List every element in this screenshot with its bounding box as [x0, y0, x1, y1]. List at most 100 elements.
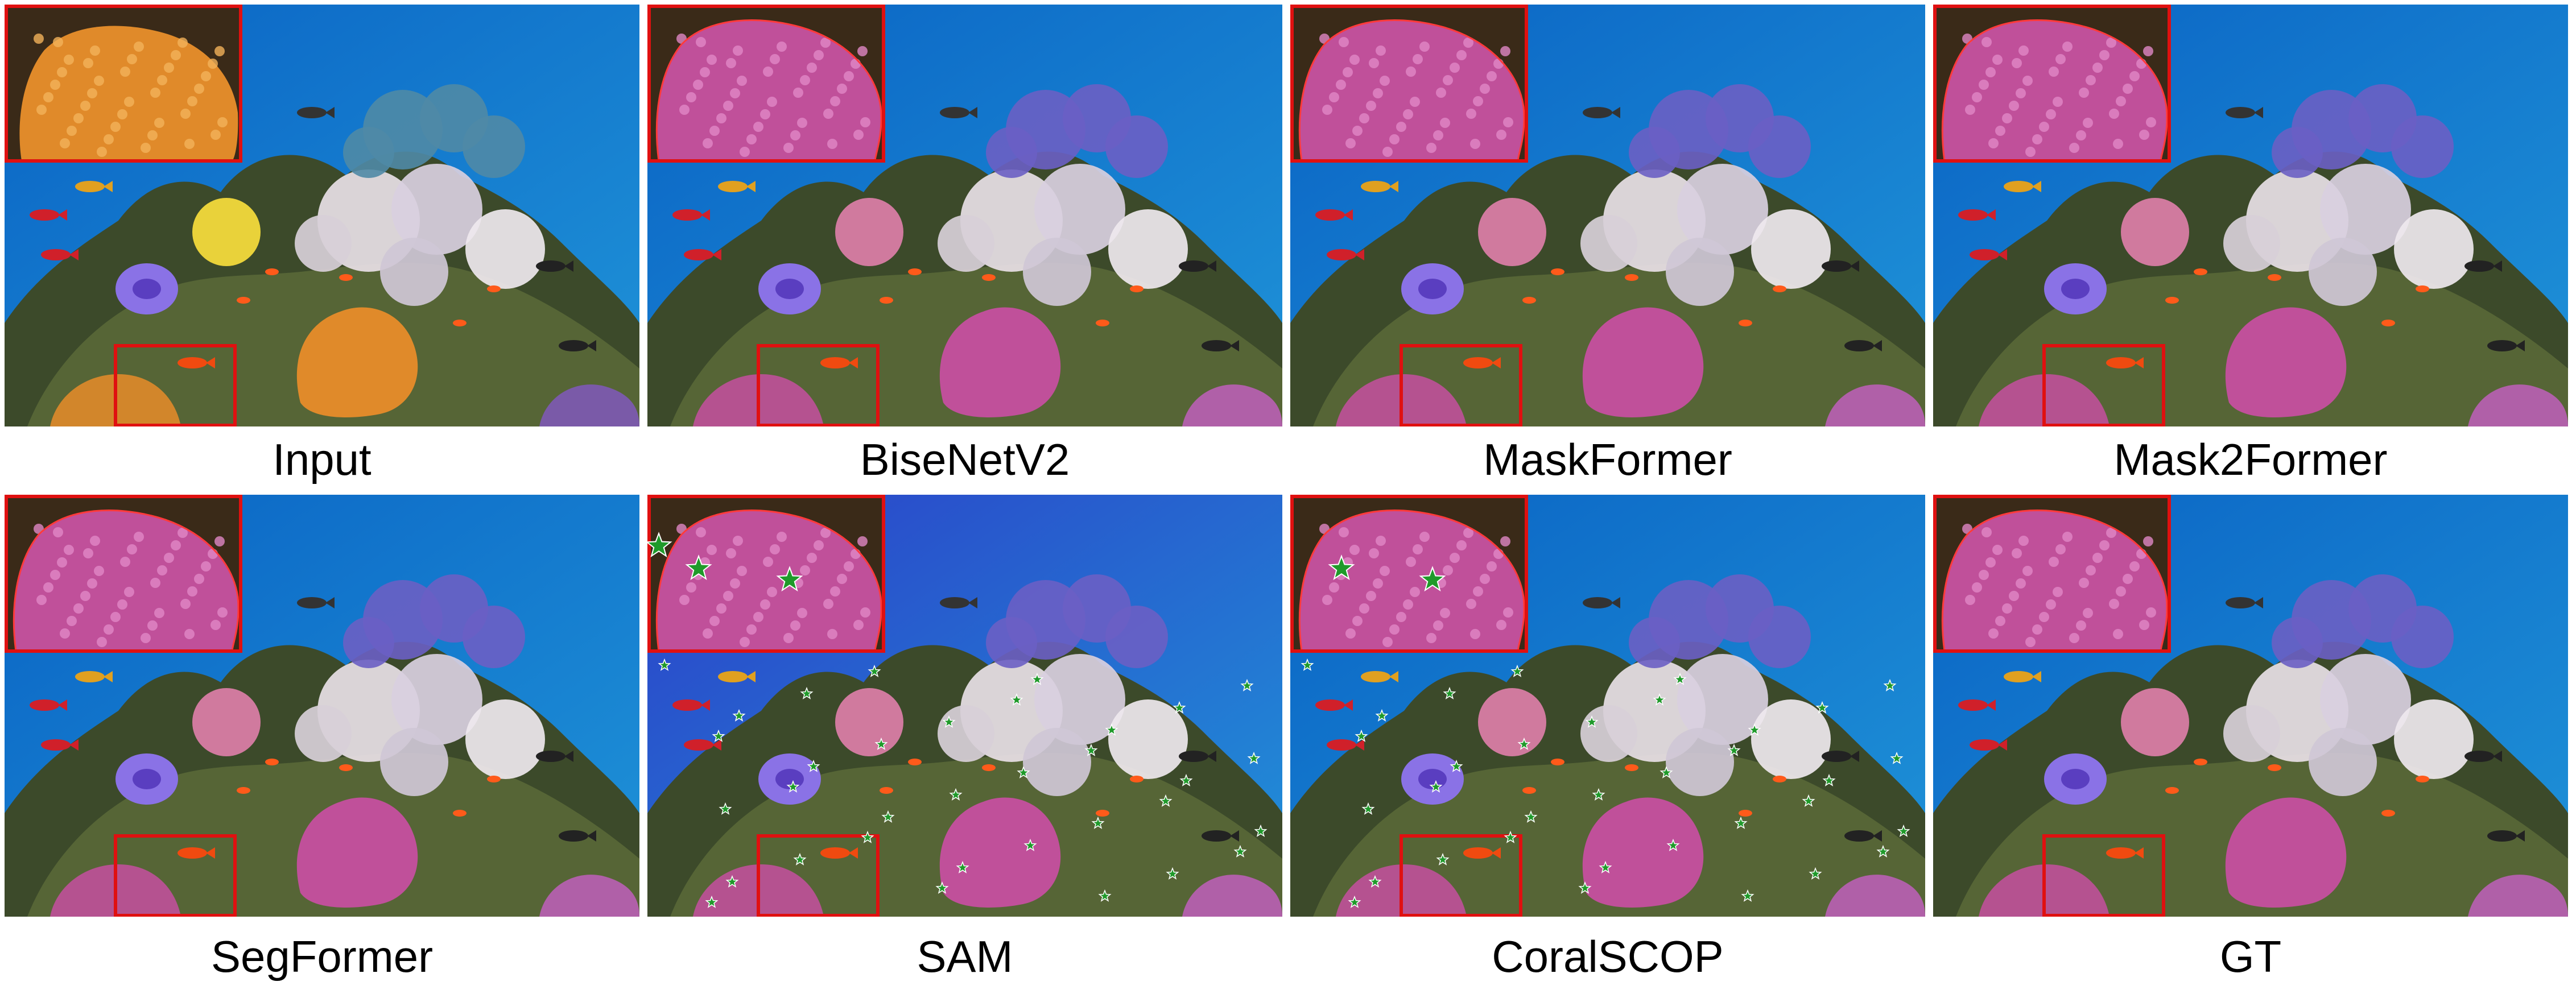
maskformer-image	[1290, 5, 1925, 426]
prompt-point-star	[861, 830, 874, 843]
zoom-inset	[647, 495, 885, 653]
prompt-point-star	[1240, 678, 1254, 691]
prompt-point-star	[1504, 830, 1517, 843]
prompt-point-star	[1659, 765, 1673, 778]
zoom-inset	[1933, 495, 2171, 653]
segformer-image	[5, 495, 639, 917]
prompt-point-star	[1897, 824, 1910, 837]
prompt-point-star	[705, 895, 719, 908]
caption-mask2former: Mask2Former	[2113, 434, 2388, 484]
prompt-point-star	[1419, 566, 1446, 592]
panel-segformer	[5, 495, 639, 917]
prompt-point-star	[1328, 554, 1355, 581]
panel-bisenetv2	[647, 5, 1282, 426]
bisenetv2-image	[647, 5, 1282, 426]
prompt-point-star	[868, 664, 881, 677]
prompt-point-star	[949, 788, 963, 801]
zoom-region-box	[1400, 834, 1522, 917]
prompt-point-star	[1727, 743, 1741, 756]
prompt-point-star	[712, 729, 725, 742]
prompt-point-star	[1822, 773, 1836, 786]
prompt-point-star	[1375, 709, 1389, 722]
prompt-point-star	[874, 737, 888, 750]
caption-maskformer: MaskFormer	[1483, 434, 1732, 484]
prompt-point-star	[1748, 723, 1761, 736]
prompt-point-star	[1017, 765, 1030, 778]
prompt-point-star	[1361, 802, 1375, 815]
prompt-point-star	[1592, 788, 1605, 801]
prompt-point-star	[1741, 889, 1755, 902]
zoom-region-box	[2042, 344, 2165, 426]
panel-coralscop	[1290, 495, 1925, 917]
prompt-point-star	[1436, 852, 1450, 865]
prompt-point-star	[1030, 672, 1044, 685]
prompt-point-star	[1883, 678, 1897, 691]
panel-mask2former	[1933, 5, 2568, 426]
zoom-inset	[1933, 5, 2171, 163]
zoom-region-box	[1400, 344, 1522, 426]
prompt-point-star	[1890, 751, 1904, 764]
prompt-point-star	[793, 852, 807, 865]
prompt-point-star	[1734, 816, 1748, 829]
prompt-point-star	[1247, 751, 1261, 764]
prompt-point-star	[786, 780, 800, 793]
prompt-point-star	[807, 759, 820, 772]
prompt-point-star	[1368, 875, 1382, 888]
prompt-point-star	[1098, 889, 1112, 902]
prompt-point-star	[1254, 824, 1268, 837]
zoom-region-box	[2042, 834, 2165, 917]
prompt-point-star	[800, 686, 814, 699]
prompt-point-star	[658, 658, 671, 671]
prompt-point-star	[1666, 838, 1680, 851]
caption-bisenetv2: BiseNetV2	[860, 434, 1070, 484]
prompt-point-star	[935, 881, 949, 894]
gt-image	[1933, 495, 2568, 917]
prompt-point-star	[1517, 737, 1531, 750]
prompt-point-star	[719, 802, 732, 815]
prompt-point-star	[1233, 844, 1247, 858]
prompt-point-star	[1084, 743, 1098, 756]
caption-coralscop: CoralSCOP	[1492, 931, 1724, 981]
caption-input: Input	[273, 434, 371, 484]
zoom-region-box	[757, 834, 880, 917]
zoom-inset	[1290, 5, 1528, 163]
prompt-point-star	[1510, 664, 1524, 677]
prompt-point-star	[1010, 693, 1023, 706]
panel-maskformer	[1290, 5, 1925, 426]
panel-sam	[647, 495, 1282, 917]
prompt-point-star	[685, 554, 712, 581]
prompt-point-star	[1173, 701, 1186, 714]
prompt-point-star	[1802, 794, 1815, 807]
zoom-inset	[647, 5, 885, 163]
zoom-region-box	[114, 344, 237, 426]
prompt-point-star	[1585, 715, 1599, 728]
prompt-point-star	[1429, 780, 1443, 793]
prompt-point-star	[1578, 881, 1592, 894]
prompt-point-star	[1809, 867, 1822, 880]
prompt-point-star	[1105, 723, 1118, 736]
zoom-inset	[1290, 495, 1528, 653]
prompt-point-star	[1524, 810, 1538, 823]
coralscop-image	[1290, 495, 1925, 917]
panel-input	[5, 5, 639, 426]
zoom-region-box	[114, 834, 237, 917]
prompt-point-star	[1301, 658, 1314, 671]
prompt-point-star	[776, 566, 803, 592]
caption-sam: SAM	[917, 931, 1013, 981]
prompt-point-star	[1599, 860, 1612, 873]
zoom-inset	[5, 495, 242, 653]
prompt-point-star	[725, 875, 739, 888]
input-image	[5, 5, 639, 426]
prompt-point-star	[1348, 895, 1361, 908]
prompt-point-star	[1179, 773, 1193, 786]
prompt-point-star	[647, 532, 672, 558]
prompt-point-star	[1166, 867, 1179, 880]
prompt-point-star	[1443, 686, 1456, 699]
sam-image	[647, 495, 1282, 917]
prompt-point-star	[1159, 794, 1173, 807]
prompt-point-star	[1450, 759, 1463, 772]
prompt-point-star	[1876, 844, 1890, 858]
prompt-point-star	[1653, 693, 1666, 706]
zoom-inset	[5, 5, 242, 163]
prompt-point-star	[1673, 672, 1687, 685]
